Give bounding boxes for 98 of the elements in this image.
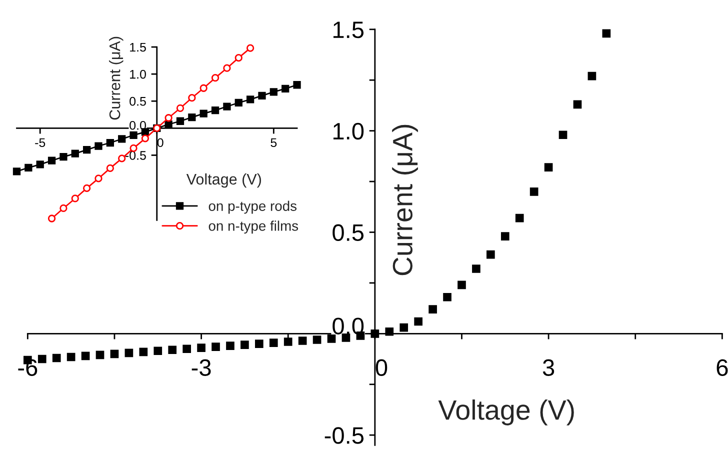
point: [414, 317, 422, 326]
point: [60, 153, 68, 161]
point: [226, 342, 234, 350]
point: [94, 174, 102, 182]
point: [223, 102, 231, 110]
legend-label: on p-type rods: [208, 200, 297, 214]
y-tick-label: 1.0: [333, 122, 364, 140]
y-tick-label: 1.0: [130, 70, 146, 79]
point: [293, 81, 301, 89]
point: [176, 104, 184, 112]
x-tick-label: 5: [270, 138, 277, 148]
point: [48, 214, 56, 222]
point: [118, 135, 126, 143]
point: [211, 74, 220, 82]
point: [188, 114, 196, 122]
point: [82, 184, 91, 192]
point: [588, 72, 596, 80]
point: [197, 344, 206, 352]
point: [211, 106, 220, 114]
point: [212, 342, 220, 352]
point: [110, 350, 119, 358]
point: [106, 164, 114, 172]
point: [458, 280, 466, 290]
point: [106, 138, 114, 147]
point: [472, 264, 480, 273]
point: [154, 346, 162, 356]
point: [269, 338, 278, 347]
point: [200, 84, 208, 92]
y-tick-label: -0.5: [125, 151, 146, 160]
point: [188, 94, 196, 102]
point: [200, 110, 208, 118]
point: [66, 352, 76, 362]
point: [270, 88, 278, 96]
point: [515, 214, 524, 222]
point: [60, 204, 68, 212]
point: [602, 29, 611, 38]
point: [544, 163, 553, 172]
point: [130, 131, 138, 140]
point: [234, 54, 242, 62]
x-axis-title: Voltage (V): [186, 173, 261, 188]
y-axis-title: Current (μA): [109, 36, 124, 120]
point: [38, 354, 46, 364]
point: [428, 305, 437, 314]
point: [558, 130, 568, 140]
point: [168, 346, 177, 354]
y-tick-label: 0.5: [332, 224, 364, 242]
point: [282, 84, 290, 92]
x-axis-title: Voltage (V): [438, 399, 574, 426]
point: [327, 334, 336, 343]
point: [400, 323, 408, 332]
point: [284, 338, 292, 346]
legend-label: on n-type films: [208, 220, 298, 234]
point: [48, 156, 56, 164]
point: [118, 154, 126, 162]
point: [255, 340, 264, 348]
point: [370, 329, 380, 338]
point: [94, 142, 102, 150]
x-tick-label: 0: [157, 138, 164, 148]
point: [164, 114, 172, 122]
point: [234, 98, 242, 107]
y-axis-title: Current (μA): [392, 124, 418, 276]
x-tick-label: 0: [376, 359, 388, 376]
y-tick-label: 0.5: [130, 96, 146, 106]
point: [141, 134, 150, 142]
point: [36, 160, 44, 168]
point: [246, 96, 254, 104]
point: [176, 117, 184, 125]
x-tick-label: 6: [716, 359, 728, 376]
point: [71, 150, 79, 158]
point: [52, 354, 61, 362]
point: [12, 168, 21, 176]
point: [500, 232, 510, 240]
point: [312, 336, 322, 344]
point: [182, 344, 191, 354]
x-tick-label: -3: [192, 359, 211, 376]
point: [530, 187, 538, 196]
point: [443, 292, 452, 302]
x-tick-label: -5: [35, 138, 46, 148]
point: [223, 64, 231, 72]
point: [96, 350, 104, 360]
point: [385, 327, 394, 336]
x-tick-label: 3: [542, 359, 554, 376]
point: [240, 340, 249, 349]
point: [81, 352, 90, 360]
point: [164, 120, 172, 128]
point: [71, 194, 79, 202]
point: [298, 336, 307, 345]
y-tick-label: -0.5: [324, 427, 364, 444]
point: [246, 44, 254, 52]
point: [82, 146, 91, 154]
y-tick-label: 1.5: [130, 42, 146, 52]
point: [258, 92, 266, 100]
point: [573, 100, 582, 109]
y-tick-label: 1.5: [333, 22, 364, 38]
point: [124, 348, 134, 358]
point: [139, 348, 148, 356]
point: [24, 164, 32, 172]
point: [486, 250, 495, 259]
